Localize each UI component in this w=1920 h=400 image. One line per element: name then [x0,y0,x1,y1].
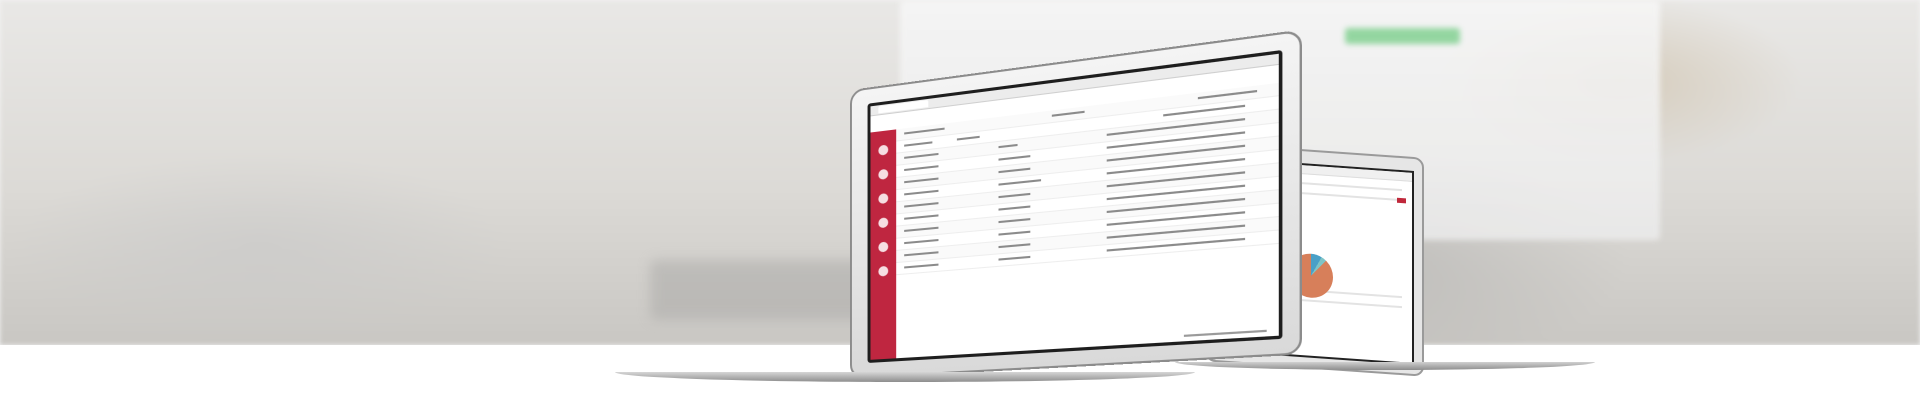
back-laptop-base [1175,362,1595,370]
back-search-button [1397,197,1406,204]
sidebar-icon [878,241,889,253]
sidebar-icon [878,168,889,180]
sidebar-icon [878,193,889,205]
front-laptop-screen [867,49,1283,363]
sidebar-icon [878,217,889,229]
sidebar-icon [878,144,889,156]
app-sidebar [870,129,897,360]
sidebar-icon [878,265,889,277]
front-laptop-lid [850,29,1303,380]
background-green-button [1345,28,1460,44]
front-laptop-icon [850,29,1303,380]
front-laptop-base [615,372,1195,382]
data-table [896,82,1279,358]
pagination [1183,329,1267,337]
